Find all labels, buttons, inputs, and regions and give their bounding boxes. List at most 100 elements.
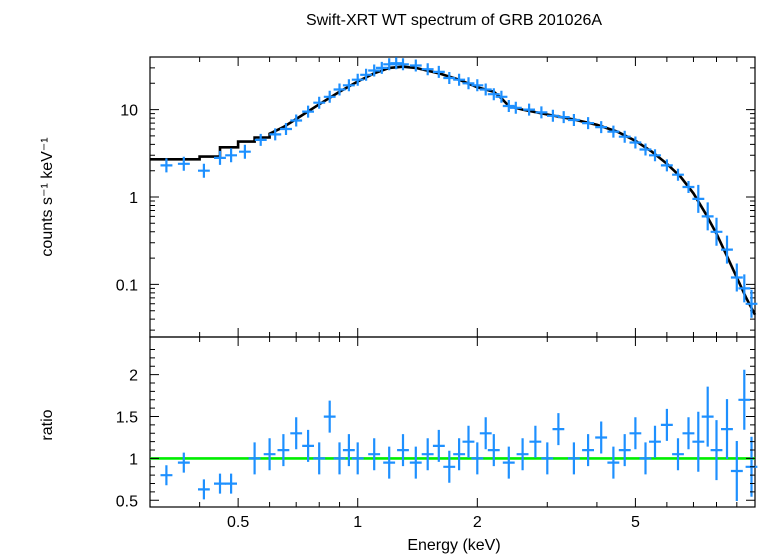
spectrum-point (239, 144, 251, 159)
spectrum-point (323, 90, 336, 103)
ratio-point (479, 417, 492, 450)
spectrum-point (290, 114, 303, 127)
spectrum-point (629, 136, 642, 149)
spectrum-point (495, 90, 508, 103)
ratio-point (471, 442, 484, 475)
spectrum-point (649, 149, 661, 162)
spectrum-point (682, 181, 695, 193)
top-panel-frame (149, 56, 756, 338)
ratio-point (692, 411, 705, 472)
spectrum-point (509, 101, 522, 114)
ratio-point (421, 438, 434, 471)
spectrum-point (582, 117, 594, 130)
ratio-point (730, 441, 743, 501)
ratio-point (248, 442, 261, 475)
spectrum-point (639, 143, 652, 156)
ratio-point (432, 429, 445, 462)
spectrum-point (692, 184, 705, 213)
ratio-y-tick-label: 0.5 (116, 493, 138, 510)
ratio-point (721, 399, 733, 460)
ratio-point (198, 479, 210, 500)
spectrum-point (701, 202, 714, 231)
spectrum-point (547, 109, 559, 122)
spectrum-point (342, 79, 355, 92)
ratio-point (397, 434, 409, 467)
ratio-point (277, 434, 290, 467)
ratio-point (595, 421, 608, 454)
spectrum-point (360, 68, 373, 81)
spectrum-point (254, 133, 267, 146)
spectrum-point (502, 100, 515, 112)
y-tick-label: 10 (120, 103, 138, 120)
spectrum-point (660, 159, 673, 172)
spectrum-point (160, 158, 173, 173)
bottom-ticks: 0.5 1 1.5 2 0.5 1 2 5 (116, 349, 756, 531)
ratio-point (529, 425, 542, 458)
spectrum-point (214, 150, 226, 165)
spectrum-point (453, 73, 466, 86)
spectrum-point (523, 103, 535, 116)
ratio-y-tick-label: 1 (129, 451, 138, 468)
model-curve (150, 65, 757, 316)
x-tick-label: 2 (473, 514, 482, 531)
ratio-point (649, 425, 661, 458)
spectrum-point (721, 235, 733, 264)
ratio-point (541, 442, 554, 475)
spectrum-point (557, 111, 570, 124)
ratio-point (582, 434, 594, 467)
spectrum-point (390, 57, 403, 70)
ratio-point (214, 473, 226, 494)
ratio-point (383, 446, 396, 479)
spectrum-point (535, 106, 548, 119)
ratio-point (618, 434, 631, 467)
ratio-point (177, 452, 190, 473)
ratio-point (738, 369, 751, 430)
ratio-point (290, 417, 303, 450)
spectrum-point (313, 96, 326, 109)
spectrum-point (409, 59, 422, 72)
ratio-point (409, 446, 422, 479)
spectrum-point (397, 58, 409, 71)
ratio-point (443, 450, 456, 483)
ratio-y-tick-label: 1.5 (116, 410, 138, 427)
x-tick-label: 1 (353, 514, 362, 531)
ratio-point (552, 413, 565, 446)
ratio-point (313, 442, 326, 475)
spectrum-point (333, 83, 346, 96)
ratio-point (710, 420, 723, 481)
spectrum-point (368, 64, 381, 77)
ratio-point (629, 417, 642, 450)
top-ticks: 0.1 1 10 (116, 56, 756, 346)
spectrum-point (302, 105, 314, 118)
spectrum-point (462, 77, 475, 90)
ratio-point (682, 417, 695, 450)
spectrum-point (738, 274, 751, 303)
ratio-data-points (160, 369, 758, 501)
top-y-axis-label: counts s⁻¹ keV⁻¹ (39, 137, 56, 256)
spectrum-point (198, 163, 210, 178)
spectrum-point (567, 114, 580, 126)
spectrum-point (618, 130, 631, 143)
spectrum-point (745, 289, 758, 318)
spectrum-data-points (160, 57, 758, 318)
x-tick-label: 5 (631, 514, 640, 531)
ratio-point (462, 425, 475, 458)
spectrum-point (375, 61, 388, 74)
spectrum-point (710, 217, 723, 246)
spectrum-point (595, 121, 608, 134)
bottom-panel: 0.5 1 1.5 2 0.5 1 2 5 ratio Energy (keV) (39, 336, 758, 554)
ratio-point (453, 438, 466, 471)
ratio-point (607, 446, 620, 479)
y-tick-label: 0.1 (116, 277, 138, 294)
ratio-point (567, 442, 580, 475)
spectrum-point (421, 63, 434, 76)
spectrum-point (607, 125, 620, 138)
spectrum-point (280, 123, 292, 135)
ratio-point (263, 438, 276, 471)
ratio-point (333, 442, 346, 475)
ratio-point (660, 408, 673, 441)
spectrum-point (269, 128, 282, 141)
top-panel: 0.1 1 10 counts s⁻¹ keV⁻¹ (39, 56, 758, 346)
ratio-point (516, 438, 529, 471)
